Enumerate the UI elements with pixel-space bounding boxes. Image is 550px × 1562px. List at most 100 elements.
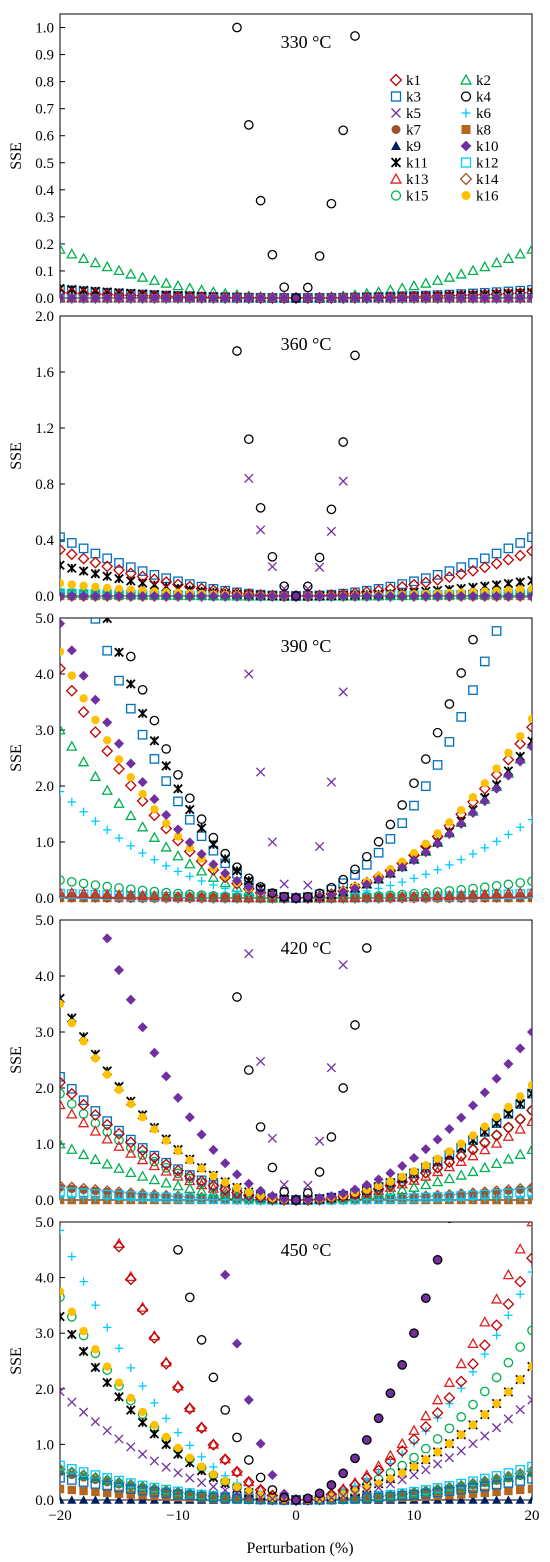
y-tick-label: 0.0 xyxy=(35,1193,54,1209)
point-k4 xyxy=(420,1293,431,1304)
y-tick-label: 0.4 xyxy=(35,533,54,549)
point-k2 xyxy=(101,1158,113,1169)
point-k5 xyxy=(362,1486,372,1496)
point-k9 xyxy=(67,1495,77,1504)
point-k3 xyxy=(184,814,195,825)
series-k4 xyxy=(125,634,478,903)
point-k3 xyxy=(102,645,113,656)
point-k10 xyxy=(66,645,77,656)
point-k6 xyxy=(150,1194,159,1204)
point-k11 xyxy=(60,283,65,294)
legend-marker-k5 xyxy=(391,108,401,118)
legend-label: k12 xyxy=(476,156,499,172)
point-k13 xyxy=(101,888,113,899)
point-k2 xyxy=(420,277,432,288)
point-k3 xyxy=(397,818,408,829)
point-k16 xyxy=(398,857,407,866)
point-k3 xyxy=(232,1493,242,1504)
plot-frame xyxy=(59,315,533,597)
point-k15 xyxy=(196,890,207,900)
point-k16 xyxy=(114,1085,124,1094)
legend-label: k9 xyxy=(406,139,421,155)
point-k5 xyxy=(326,1493,337,1503)
point-k3 xyxy=(114,675,124,686)
point-k5 xyxy=(60,1386,65,1397)
point-k16 xyxy=(468,793,478,802)
point-k10 xyxy=(196,1129,207,1140)
point-k16 xyxy=(468,1420,478,1430)
legend-marker-k14 xyxy=(459,172,473,186)
point-k16 xyxy=(162,1432,171,1442)
point-k3 xyxy=(444,566,455,577)
point-k10 xyxy=(137,590,148,602)
point-k1 xyxy=(431,1406,444,1419)
point-k2 xyxy=(77,252,90,263)
point-k13 xyxy=(66,1108,78,1119)
point-k5 xyxy=(244,948,254,959)
point-k6 xyxy=(197,876,206,886)
point-k10 xyxy=(102,717,113,728)
point-k1 xyxy=(231,1186,243,1199)
point-k4 xyxy=(409,1328,419,1339)
point-k8 xyxy=(480,1488,489,1498)
point-k4 xyxy=(184,793,195,804)
point-k16 xyxy=(409,1462,419,1471)
point-k16 xyxy=(162,819,171,828)
point-k16 xyxy=(221,1477,230,1486)
point-k4 xyxy=(338,125,349,136)
point-k10 xyxy=(467,807,479,818)
point-k9 xyxy=(491,1495,502,1504)
point-k14 xyxy=(349,891,361,904)
y-tick-label: 0.4 xyxy=(35,183,54,199)
point-k5 xyxy=(208,1482,219,1492)
point-k6 xyxy=(79,1277,88,1286)
point-k5 xyxy=(421,1465,431,1475)
point-k2 xyxy=(148,274,161,285)
point-k14 xyxy=(101,1474,114,1487)
y-tick-label: 3.0 xyxy=(35,723,54,739)
point-k10 xyxy=(349,590,361,602)
panel-title: 360 °C xyxy=(281,334,332,354)
point-k2 xyxy=(431,1175,444,1187)
point-k3 xyxy=(373,847,384,858)
point-k14 xyxy=(113,1476,125,1489)
point-k2 xyxy=(184,1182,196,1194)
point-k2 xyxy=(113,797,125,808)
point-k16 xyxy=(209,1470,218,1479)
point-k3 xyxy=(491,626,502,636)
point-k6 xyxy=(173,1428,183,1437)
series-area xyxy=(60,1222,532,1506)
point-k4 xyxy=(267,551,278,562)
point-k1 xyxy=(396,1175,409,1188)
point-k1 xyxy=(408,1171,420,1184)
point-k4 xyxy=(173,769,183,780)
point-k15 xyxy=(184,889,195,900)
point-k4 xyxy=(350,1453,360,1464)
point-k11 xyxy=(66,284,77,295)
point-k10 xyxy=(172,1092,184,1103)
y-axis-label: SSE xyxy=(8,142,25,170)
y-tick-label: 2.0 xyxy=(35,779,54,795)
point-k16 xyxy=(126,585,135,595)
point-k5 xyxy=(149,1456,160,1466)
point-k6 xyxy=(504,1193,513,1202)
point-k11 xyxy=(137,708,148,719)
point-k16 xyxy=(103,1070,112,1079)
point-k15 xyxy=(60,875,65,885)
point-k3 xyxy=(137,1485,148,1496)
point-k16 xyxy=(150,1420,159,1430)
point-k2 xyxy=(125,268,137,279)
point-k2 xyxy=(101,1474,113,1485)
point-k16 xyxy=(516,585,525,594)
legend-label: k11 xyxy=(406,156,428,172)
point-k1 xyxy=(443,1156,456,1169)
point-k13 xyxy=(408,890,420,902)
point-k4 xyxy=(350,350,360,361)
point-k5 xyxy=(314,1136,325,1146)
point-k3 xyxy=(60,1071,65,1082)
point-k9 xyxy=(527,1495,532,1504)
point-k5 xyxy=(303,293,313,303)
point-k13 xyxy=(490,1293,503,1304)
point-k14 xyxy=(195,891,208,904)
point-k5 xyxy=(480,1431,490,1441)
